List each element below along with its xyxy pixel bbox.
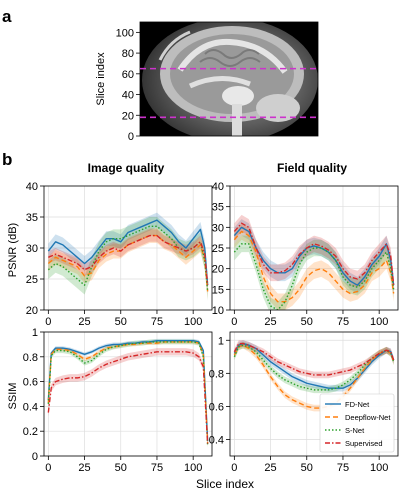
- legend-entry: S-Net: [345, 426, 365, 435]
- ytick-label: 20: [26, 305, 38, 317]
- series-band: [48, 229, 208, 292]
- xtick-label: 50: [301, 316, 313, 328]
- series-band: [234, 341, 394, 394]
- plot-frame: [43, 331, 213, 457]
- ytick-label: 15: [212, 284, 224, 296]
- series-band: [48, 228, 208, 299]
- xtick-label: 50: [115, 316, 127, 328]
- panel-a-ytick-label: 0: [128, 131, 134, 143]
- series-band: [234, 340, 394, 379]
- panel-a-ylabel: Slice index: [95, 52, 107, 106]
- xtick-label: 75: [151, 316, 163, 328]
- ytick-label: 30: [212, 222, 224, 234]
- panel-a-ytick-label: 100: [116, 27, 134, 39]
- series-band: [234, 340, 394, 392]
- column-title-image: Image quality: [88, 161, 165, 175]
- ytick-label: 0.6: [23, 377, 38, 389]
- series-line: [233, 342, 395, 376]
- series-band: [234, 214, 394, 294]
- ssim-ylabel: SSIM: [7, 383, 19, 410]
- mri-slice-panel: 0 20 40 60 80 100 Slice index: [95, 21, 319, 143]
- ytick-label: 0.4: [23, 401, 38, 413]
- xtick-label: 0: [45, 316, 51, 328]
- series-line: [233, 226, 395, 286]
- xtick-label: 75: [337, 462, 349, 474]
- panel-label-b: b: [2, 150, 12, 169]
- panel-label-a: a: [2, 7, 12, 26]
- ytick-label: 10: [212, 305, 224, 317]
- ytick-label: 25: [26, 274, 38, 286]
- series-line: [233, 222, 395, 286]
- legend-entry: Supervised: [345, 439, 383, 448]
- xtick-label: 50: [301, 462, 313, 474]
- ytick-label: 0.4: [209, 434, 224, 446]
- series-band: [48, 212, 208, 293]
- psnr-field-plot: 0 25 50 75 100 10 15 20 25 30 35 40: [212, 181, 399, 328]
- ytick-label: 0.6: [209, 401, 224, 413]
- xtick-label: 75: [151, 462, 163, 474]
- xtick-label: 0: [231, 316, 237, 328]
- series-line: [233, 344, 395, 391]
- ytick-label: 35: [212, 202, 224, 214]
- series-line: [47, 219, 209, 286]
- ytick-label: 30: [26, 243, 38, 255]
- legend-entry: Deepflow-Net: [345, 413, 391, 422]
- xtick-label: 100: [184, 316, 202, 328]
- shared-xlabel: Slice index: [196, 477, 254, 491]
- ssim-field-plot: 0 25 50 75 100 0.4 0.6 0.8 1 FD-Net Deepflow-Net S-…: [209, 331, 399, 474]
- xtick-label: 100: [370, 316, 388, 328]
- ytick-label: 20: [212, 264, 224, 276]
- ytick-label: 1: [218, 335, 224, 347]
- xtick-label: 100: [184, 462, 202, 474]
- xtick-label: 50: [115, 462, 127, 474]
- series-band: [234, 219, 394, 294]
- ytick-label: 35: [26, 212, 38, 224]
- ytick-label: 0.2: [23, 426, 38, 438]
- plot-background: [44, 332, 212, 456]
- series-band: [48, 217, 208, 301]
- series-line: [47, 351, 209, 444]
- ytick-label: 1: [32, 327, 38, 339]
- ytick-label: 40: [26, 181, 38, 193]
- series-band: [48, 348, 208, 448]
- ytick-label: 0.8: [209, 368, 224, 380]
- xtick-label: 25: [264, 462, 276, 474]
- legend-box: [319, 393, 395, 453]
- xtick-label: 0: [231, 462, 237, 474]
- series-line: [233, 342, 395, 389]
- series-line: [47, 339, 209, 442]
- series-line: [48, 234, 209, 286]
- psnr-ylabel: PSNR (dB): [7, 223, 19, 277]
- column-title-field: Field quality: [277, 161, 347, 175]
- panel-a-ytick-label: 60: [122, 69, 134, 81]
- ytick-label: 0: [32, 451, 38, 463]
- ytick-label: 0.8: [23, 352, 38, 364]
- panel-a-ytick-label: 20: [122, 110, 134, 122]
- panel-a-ytick-label: 80: [122, 48, 134, 60]
- series-band: [234, 341, 394, 412]
- psnr-image-plot: 0 25 50 75 100 20 25 30 35 40: [26, 181, 213, 328]
- mri-slice-image: [140, 22, 318, 136]
- xtick-label: 100: [370, 462, 388, 474]
- ssim-image-plot: 0 25 50 75 100 0 0.2 0.4 0.6 0.8 1: [23, 327, 213, 474]
- series-line: [233, 230, 395, 303]
- legend-entry: FD-Net: [345, 400, 370, 409]
- panel-a-ytick-label: 40: [122, 90, 134, 102]
- ytick-label: 40: [212, 181, 224, 193]
- xtick-label: 25: [78, 316, 90, 328]
- series-band: [234, 223, 394, 310]
- xtick-label: 0: [45, 462, 51, 474]
- series-band: [234, 235, 394, 310]
- xtick-label: 75: [337, 316, 349, 328]
- plot-frame: [229, 331, 399, 457]
- ytick-label: 25: [212, 243, 224, 255]
- xtick-label: 25: [78, 462, 90, 474]
- series-band: [48, 338, 208, 443]
- xtick-label: 25: [264, 316, 276, 328]
